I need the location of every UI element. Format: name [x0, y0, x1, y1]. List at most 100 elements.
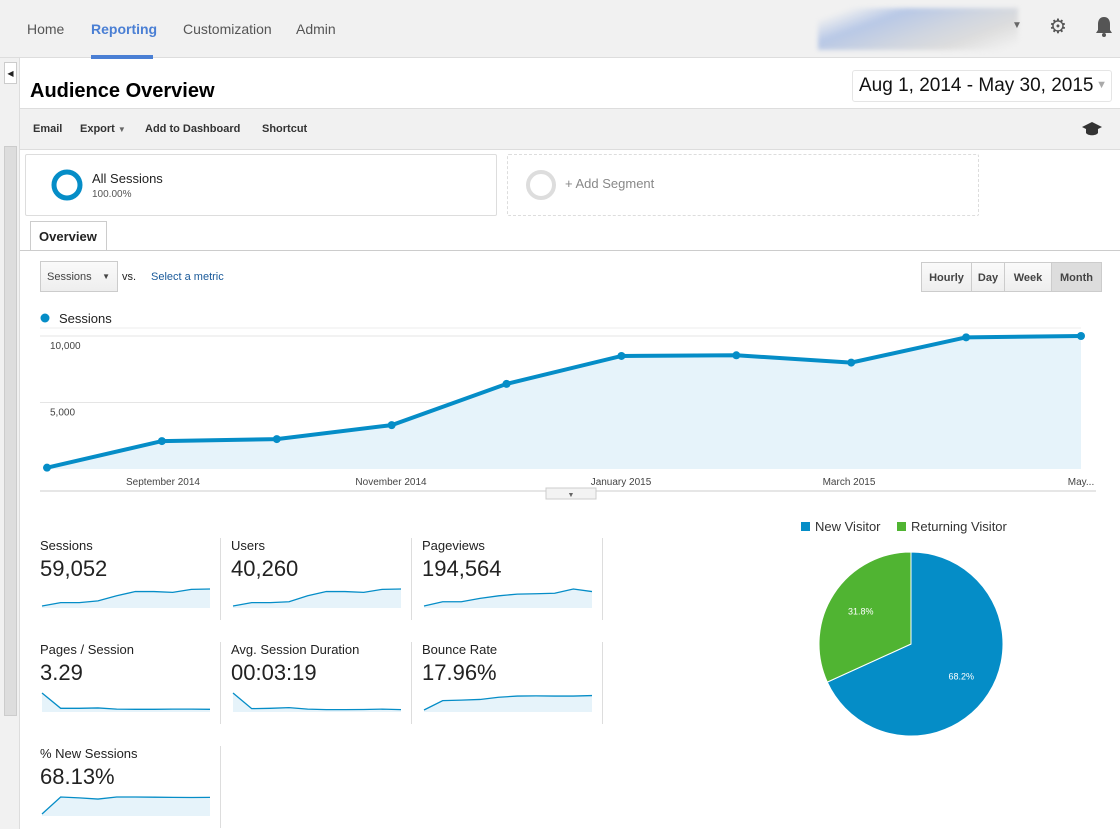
sparkline-line — [423, 588, 593, 607]
pie-slice[interactable] — [826, 551, 1004, 737]
data-point[interactable] — [387, 421, 396, 430]
data-point[interactable] — [157, 437, 166, 446]
legend-sessions: Sessions — [59, 311, 112, 326]
sparkline — [232, 692, 402, 712]
legend-label: Returning Visitor — [911, 519, 1007, 534]
sparkline — [423, 694, 593, 712]
legend-swatch — [801, 522, 810, 531]
segment-all-sessions[interactable]: All Sessions 100.00% — [25, 154, 497, 216]
sparkline-line — [41, 796, 211, 815]
pie-slice-label: 68.2% — [949, 671, 975, 681]
nav-home[interactable]: Home — [27, 21, 65, 37]
sparkline-area — [42, 797, 210, 816]
left-sidebar-collapsed: ◀ — [0, 58, 20, 829]
data-point[interactable] — [272, 435, 281, 444]
date-range-picker[interactable]: Aug 1, 2014 - May 30, 2015 ▼ — [852, 70, 1112, 102]
pie-slice-label: 31.8% — [848, 607, 874, 617]
x-tick-label: November 2014 — [355, 477, 427, 488]
report-toolbar: Email Export ▼ Add to Dashboard Shortcut — [20, 108, 1120, 150]
x-tick-label: September 2014 — [126, 477, 200, 488]
export-label: Export — [80, 123, 115, 135]
metric-value: 68.13% — [40, 764, 115, 789]
metric-value: 59,052 — [40, 556, 108, 581]
metric-value: 3.29 — [40, 660, 83, 685]
data-point[interactable] — [732, 351, 741, 360]
add-segment-label: + Add Segment — [565, 176, 655, 191]
sparkline — [423, 588, 593, 608]
email-button[interactable]: Email — [33, 123, 63, 135]
sparkline — [41, 796, 211, 816]
y-tick-label: 10,000 — [50, 341, 81, 352]
export-button[interactable]: Export ▼ — [80, 123, 126, 135]
y-tick-label: 5,000 — [50, 408, 75, 419]
graduation-cap-icon[interactable] — [1081, 121, 1103, 137]
chart-resize-handle[interactable] — [545, 487, 597, 500]
data-point[interactable] — [502, 379, 511, 388]
data-point[interactable] — [1077, 332, 1085, 340]
metric-value: 17.96% — [422, 660, 497, 685]
account-selector[interactable] — [818, 8, 1018, 50]
gear-icon[interactable]: ⚙ — [1049, 16, 1067, 38]
pie-legend-returning-visitor: Returning Visitor — [897, 519, 1007, 534]
pie-slice[interactable] — [818, 551, 912, 683]
sparkline-line — [232, 588, 402, 607]
sparkline-area — [233, 693, 401, 712]
metric-select-value: Sessions — [47, 271, 92, 283]
metric-label: Sessions — [40, 538, 93, 553]
metric-card[interactable]: Bounce Rate 17.96% — [422, 642, 603, 724]
add-segment-button[interactable]: + Add Segment — [507, 154, 979, 216]
granularity-month[interactable]: Month — [1051, 262, 1102, 292]
nav-admin[interactable]: Admin — [296, 21, 336, 37]
nav-reporting[interactable]: Reporting — [91, 21, 158, 37]
scrollbar[interactable] — [4, 146, 17, 716]
metric-card[interactable]: Pageviews 194,564 — [422, 538, 603, 620]
granularity-week[interactable]: Week — [1004, 262, 1052, 292]
metric-select[interactable]: Sessions ▼ — [40, 261, 118, 292]
granularity-hourly[interactable]: Hourly — [921, 262, 972, 292]
add-to-dashboard-button[interactable]: Add to Dashboard — [145, 123, 241, 135]
expand-sidebar-button[interactable]: ◀ — [4, 62, 17, 84]
segment-donut-icon — [51, 169, 83, 201]
metric-label: Pages / Session — [40, 642, 134, 657]
visitor-pie-chart: 68.2% 31.8% — [818, 551, 1004, 737]
metric-card[interactable]: Pages / Session 3.29 — [40, 642, 221, 724]
x-tick-label: March 2015 — [823, 477, 876, 488]
granularity-day[interactable]: Day — [971, 262, 1005, 292]
metric-label: Avg. Session Duration — [231, 642, 360, 657]
active-tab-indicator — [91, 55, 153, 59]
data-point[interactable] — [617, 351, 626, 360]
top-navigation: Home Reporting Customization Admin ▼ ⚙ — [0, 0, 1120, 59]
metric-value: 194,564 — [422, 556, 502, 581]
metric-card[interactable]: Sessions 59,052 — [40, 538, 221, 620]
vs-label: vs. — [122, 271, 137, 283]
metric-card[interactable]: Avg. Session Duration 00:03:19 — [231, 642, 412, 724]
sparkline-line — [41, 588, 211, 607]
bell-icon[interactable] — [1095, 16, 1113, 38]
sparkline-line — [41, 692, 211, 710]
nav-customization[interactable]: Customization — [183, 21, 272, 37]
select-metric-link[interactable]: Select a metric — [151, 271, 224, 283]
metric-card[interactable]: Users 40,260 — [231, 538, 412, 620]
sparkline-line — [423, 694, 593, 711]
metric-label: % New Sessions — [40, 746, 138, 761]
metric-value: 00:03:19 — [231, 660, 317, 685]
tab-overview[interactable]: Overview — [30, 221, 107, 251]
x-tick-label: May... — [1068, 477, 1094, 488]
chevron-down-icon: ▼ — [568, 492, 575, 499]
pie-legend-new-visitor: New Visitor — [801, 519, 881, 534]
data-point[interactable] — [43, 463, 51, 472]
data-point[interactable] — [962, 333, 971, 342]
sparkline-area — [42, 589, 210, 608]
metric-label: Bounce Rate — [422, 642, 498, 657]
metric-card[interactable]: % New Sessions 68.13% — [40, 746, 221, 828]
data-point[interactable] — [847, 358, 856, 367]
sessions-chart: Sessions 5,000 10,000 September 2014 Novemb… — [40, 311, 1096, 500]
x-tick-label: January 2015 — [591, 477, 652, 488]
metric-label: Users — [231, 538, 265, 553]
chevron-down-icon: ▼ — [1096, 79, 1107, 91]
segment-placeholder-icon — [526, 170, 556, 200]
sessions-line — [46, 334, 1082, 470]
account-dropdown-icon[interactable]: ▼ — [1012, 20, 1022, 31]
date-range-value: Aug 1, 2014 - May 30, 2015 — [859, 75, 1094, 96]
shortcut-button[interactable]: Shortcut — [262, 123, 308, 135]
